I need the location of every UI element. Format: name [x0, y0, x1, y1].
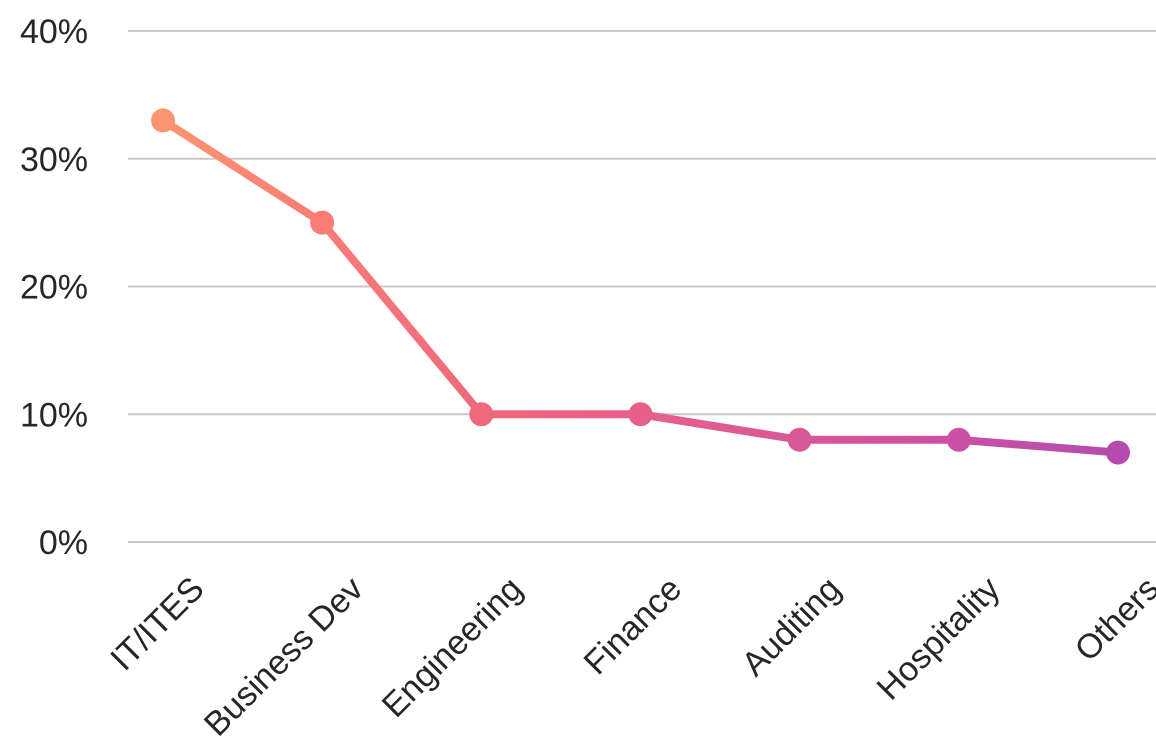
data-point [469, 402, 494, 427]
series-points [151, 108, 1130, 465]
x-category-label: Business Dev [197, 570, 371, 744]
y-tick-label: 0% [39, 524, 88, 562]
x-category-label: IT/ITES [103, 570, 211, 678]
data-point [1106, 440, 1130, 465]
data-point [151, 108, 175, 133]
data-point [310, 210, 335, 235]
y-tick-label: 30% [20, 141, 88, 179]
y-axis-tick-labels: 0% 10% 20% 30% 40% [20, 13, 88, 562]
x-category-label: Auditing [735, 570, 849, 684]
x-category-label: Finance [577, 570, 689, 682]
gridlines [128, 30, 1156, 543]
data-point [787, 427, 812, 452]
x-category-label: Others [1068, 570, 1156, 669]
x-category-label: Hospitality [870, 570, 1008, 708]
y-tick-label: 20% [20, 269, 88, 307]
data-point [946, 427, 971, 452]
data-point [628, 402, 653, 427]
x-category-label: Engineering [375, 570, 530, 725]
y-tick-label: 10% [20, 396, 88, 434]
y-tick-label: 40% [20, 13, 88, 51]
